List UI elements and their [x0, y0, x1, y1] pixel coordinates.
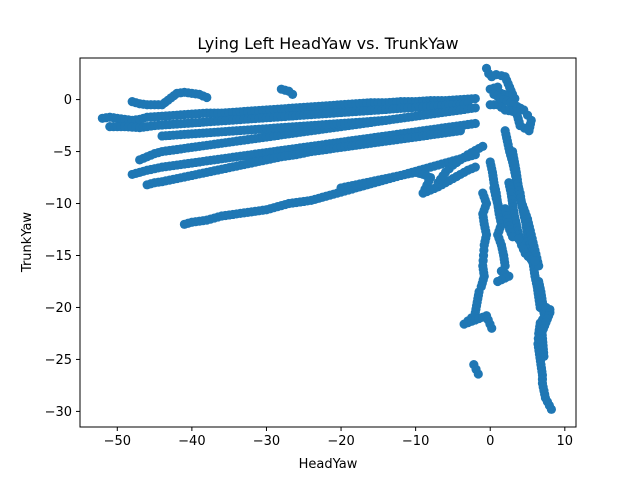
- data-point: [493, 276, 503, 287]
- chart-title: Lying Left HeadYaw vs. TrunkYaw: [197, 34, 458, 53]
- data-point: [485, 100, 495, 110]
- data-point: [478, 141, 488, 151]
- data-point: [287, 89, 298, 99]
- data-point: [470, 162, 480, 172]
- x-tick-label: −50: [104, 434, 131, 449]
- y-tick-label: −15: [45, 249, 72, 264]
- data-points: [97, 63, 556, 414]
- data-point: [470, 103, 480, 113]
- data-point: [455, 126, 465, 136]
- plot-frame: [79, 57, 577, 428]
- data-point: [487, 323, 497, 333]
- x-axis: −50 −40 −30 −20 −10 0 10: [104, 427, 574, 449]
- x-tick-label: 0: [486, 434, 494, 449]
- y-tick-label: −5: [53, 145, 72, 160]
- x-tick-label: −30: [253, 434, 280, 449]
- x-axis-label: HeadYaw: [299, 457, 358, 472]
- data-point: [530, 256, 540, 266]
- x-tick-label: −40: [178, 434, 205, 449]
- data-point: [546, 404, 556, 414]
- y-tick-label: −20: [45, 301, 72, 316]
- y-tick-label: −10: [45, 197, 72, 212]
- y-tick-label: −30: [45, 405, 72, 420]
- x-tick-label: −10: [402, 434, 429, 449]
- y-axis: 0 −5 −10 −15 −20 −25 −30: [45, 93, 80, 420]
- y-tick-label: 0: [64, 93, 72, 108]
- data-point: [513, 234, 524, 244]
- data-point: [381, 115, 391, 125]
- data-point: [470, 93, 480, 104]
- data-point: [534, 334, 545, 344]
- data-point: [473, 369, 483, 379]
- x-tick-label: 10: [557, 434, 574, 449]
- x-tick-label: −20: [327, 434, 354, 449]
- data-point: [202, 92, 212, 103]
- y-tick-label: −25: [45, 353, 72, 368]
- y-axis-label: TrunkYaw: [20, 212, 35, 273]
- data-point: [470, 118, 480, 129]
